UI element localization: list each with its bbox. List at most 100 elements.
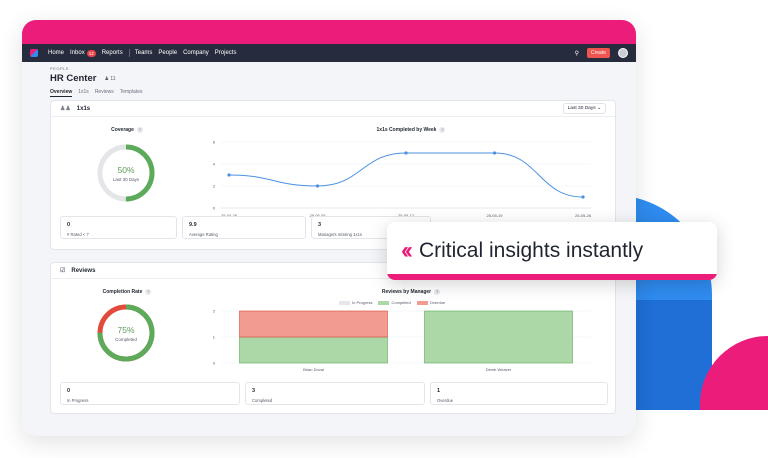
y-tick-label: 6 — [213, 140, 216, 145]
stat-label: Managers missing 1x1s — [318, 232, 362, 237]
stat-average-rating: 9.9 Average Rating — [182, 216, 306, 239]
help-icon[interactable]: ? — [145, 289, 152, 295]
coverage-title-text: Coverage — [111, 127, 134, 133]
x-tick-label: Derek Weaver — [486, 367, 512, 372]
insights-callout: ‹‹ Critical insights instantly — [387, 222, 717, 280]
bar-segment-completed[interactable] — [424, 310, 573, 364]
completion-title-text: Completion Rate — [102, 289, 143, 295]
tab-1x1s[interactable]: 1x1s — [78, 89, 89, 95]
completion-value: 75% — [117, 325, 134, 335]
coverage-donut: 50% Last 30 Days — [97, 144, 155, 202]
people-group-icon: ♟♟ — [60, 106, 71, 112]
x-tick-label: 25-05-12 — [398, 213, 415, 218]
y-tick-label: 2 — [213, 184, 216, 189]
stat-label: Average Rating — [189, 232, 218, 237]
bar-chart-legend: In Progress Completed Overdue — [339, 300, 445, 305]
stat-label: Completed — [252, 398, 273, 403]
avatar[interactable] — [618, 48, 628, 58]
help-icon[interactable]: ? — [136, 127, 143, 133]
data-point[interactable] — [581, 195, 585, 199]
x-tick-label: 25-04-28 — [221, 213, 238, 218]
search-icon[interactable]: ⚲ — [574, 50, 579, 57]
help-icon[interactable]: ? — [439, 127, 446, 133]
stat-in-progress: 0 In Progress — [60, 382, 240, 405]
inbox-badge: 12 — [86, 49, 96, 57]
stat-value: 3 — [318, 222, 322, 228]
one-on-ones-title: 1x1s — [76, 105, 91, 112]
stat-value: 3 — [252, 388, 256, 394]
stat-value: 1 — [437, 388, 441, 394]
page-header: PEOPLE HR Center ♟ 11 Overview 1x1s Revi… — [22, 62, 636, 97]
nav-right: ⚲ Create — [575, 48, 628, 58]
x-tick-label: Brian Doval — [303, 367, 324, 372]
y-tick-label: 0 — [213, 361, 216, 366]
bar-chart-title-text: Reviews by Manager — [381, 289, 432, 295]
data-point[interactable] — [404, 151, 408, 155]
x-tick-label: 25-05-19 — [486, 213, 503, 218]
tab-overview[interactable]: Overview — [50, 89, 73, 97]
one-on-ones-header: ♟♟ 1x1s Last 30 Days ⌄ — [51, 101, 615, 117]
bar-segment-completed[interactable] — [239, 336, 388, 364]
coverage-sub: Last 30 Days — [113, 177, 140, 182]
window-top-strip — [22, 20, 636, 44]
chevron-down-icon: ⌄ — [596, 106, 601, 111]
people-count: ♟ 11 — [104, 76, 115, 82]
nav-divider — [128, 49, 130, 57]
legend-label: Completed — [391, 300, 411, 305]
stat-label: Overdue — [437, 398, 454, 403]
nav-inbox[interactable]: Inbox 12 — [70, 49, 96, 57]
stat-value: 0 — [67, 388, 71, 394]
double-chevron-left-icon: ‹‹ — [401, 237, 413, 264]
people-count-value: 11 — [110, 75, 116, 82]
coverage-title: Coverage? — [97, 127, 157, 133]
series-line — [228, 152, 584, 198]
completion-title: Completion Rate? — [89, 289, 165, 295]
reviews-card: ☑ Reviews Completion Rate? 75% Completed… — [50, 262, 616, 414]
y-tick-label: 4 — [213, 162, 216, 167]
stat-rated-below-7: 0 # Rated < 7 — [60, 216, 177, 239]
bar-chart: 0 1 2 Brian Doval Derek Weaver — [213, 309, 591, 372]
coverage-value: 50% — [117, 165, 134, 175]
tab-templates[interactable]: Templates — [119, 89, 143, 95]
nav-projects[interactable]: Projects — [214, 50, 237, 56]
coverage-ring-progress — [97, 144, 155, 202]
stat-label: # Rated < 7 — [67, 232, 89, 237]
legend-swatch — [416, 300, 428, 305]
reviews-title: Reviews — [71, 267, 96, 274]
completion-ring-progress — [97, 304, 155, 362]
line-chart-title: 1x1s Completed by Week? — [361, 127, 461, 133]
app-logo-icon[interactable] — [30, 49, 38, 57]
nav-people[interactable]: People — [158, 50, 178, 56]
person-icon: ♟ — [104, 75, 109, 82]
create-button[interactable]: Create — [586, 48, 610, 58]
data-point[interactable] — [492, 151, 497, 155]
stat-value: 9.9 — [189, 222, 197, 228]
data-point[interactable] — [227, 173, 231, 177]
line-chart-title-text: 1x1s Completed by Week — [376, 127, 437, 133]
checkbox-icon: ☑ — [60, 268, 66, 274]
legend-item[interactable]: Overdue — [416, 300, 446, 305]
one-on-ones-card: ♟♟ 1x1s Last 30 Days ⌄ Coverage? 50% Las… — [50, 100, 616, 250]
legend-swatch — [339, 300, 350, 305]
y-tick-label: 0 — [213, 206, 216, 211]
data-point[interactable] — [315, 184, 320, 188]
completion-sub: Completed — [115, 337, 137, 342]
help-icon[interactable]: ? — [434, 289, 441, 295]
top-navbar: Home Inbox 12 Reports Teams People Compan… — [22, 44, 636, 62]
breadcrumb[interactable]: PEOPLE — [50, 66, 70, 71]
bar-segment-overdue[interactable] — [239, 310, 388, 338]
legend-item[interactable]: Completed — [378, 300, 411, 305]
range-select[interactable]: Last 30 Days ⌄ — [562, 103, 606, 114]
nav-company[interactable]: Company — [183, 50, 209, 56]
legend-item[interactable]: In Progress — [339, 300, 372, 305]
range-label: Last 30 Days — [567, 106, 596, 111]
tab-reviews[interactable]: Reviews — [94, 89, 114, 95]
nav-home[interactable]: Home — [48, 50, 65, 56]
y-tick-label: 1 — [213, 335, 216, 340]
stat-value: 0 — [67, 222, 71, 228]
nav-teams[interactable]: Teams — [134, 50, 153, 56]
callout-text: Critical insights instantly — [418, 239, 644, 262]
legend-label: Overdue — [429, 300, 446, 305]
nav-reports[interactable]: Reports — [101, 50, 123, 56]
